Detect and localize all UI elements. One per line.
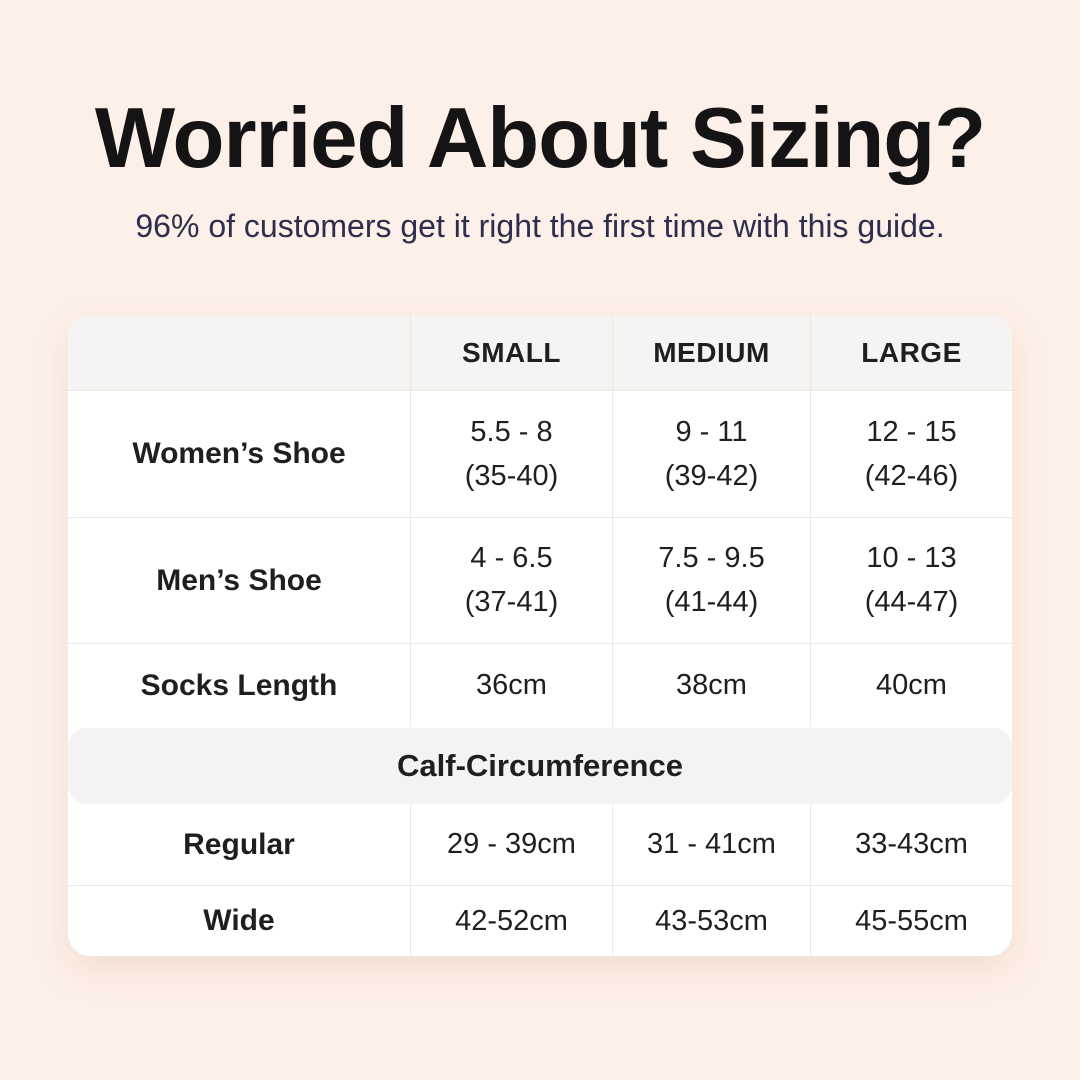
table-row-womens-shoe: Women’s Shoe 5.5 - 8 (35-40) 9 - 11 (39-… (68, 390, 1012, 517)
row-label: Women’s Shoe (132, 437, 346, 470)
header-cell-small: SMALL (410, 315, 612, 390)
table-cell: 9 - 11 (39-42) (612, 391, 810, 517)
cell-value: 45-55cm (855, 904, 968, 937)
cell-value: 40cm (876, 669, 947, 702)
row-label: Men’s Shoe (156, 563, 322, 597)
row-label: Wide (203, 904, 275, 937)
table-cell: 43-53cm (612, 886, 810, 956)
table-cell: 31 - 41cm (612, 804, 810, 885)
cell-value: 12 - 15 (866, 415, 957, 448)
table-cell: 40cm (810, 644, 1012, 727)
table-cell: 38cm (612, 644, 810, 727)
table-cell: 12 - 15 (42-46) (810, 391, 1012, 517)
table-row-wide: Wide 42-52cm 43-53cm 45-55cm (68, 885, 1012, 956)
cell-value: 38cm (676, 669, 747, 702)
cell-value: 9 - 11 (675, 415, 748, 448)
page-title: Worried About Sizing? (94, 91, 986, 186)
row-label: Socks Length (140, 668, 338, 702)
table-cell: 5.5 - 8 (35-40) (410, 391, 612, 517)
table-cell: 29 - 39cm (410, 804, 612, 885)
cell-value: 42-52cm (455, 904, 568, 937)
table-cell: 4 - 6.5 (37-41) (410, 518, 612, 643)
table-row-regular: Regular 29 - 39cm 31 - 41cm 33-43cm (68, 804, 1012, 885)
cell-value: 5.5 - 8 (470, 415, 553, 448)
cell-value: 33-43cm (855, 828, 968, 861)
cell-value: 29 - 39cm (447, 828, 576, 861)
table-cell: 45-55cm (810, 886, 1012, 956)
size-table: SMALL MEDIUM LARGE Women’s Shoe 5.5 - 8 … (68, 315, 1012, 956)
cell-value-eu: (39-42) (664, 459, 759, 492)
header-cell-empty (68, 315, 410, 390)
cell-value-eu: (35-40) (464, 459, 559, 492)
page-subtitle: 96% of customers get it right the first … (135, 208, 945, 244)
cell-value: 36cm (476, 669, 547, 702)
table-header-row: SMALL MEDIUM LARGE (68, 315, 1012, 390)
cell-value-eu: (41-44) (664, 586, 759, 618)
row-label: Regular (183, 827, 295, 861)
table-cell: 36cm (410, 644, 612, 727)
cell-value: 4 - 6.5 (470, 542, 553, 575)
table-row-socks-length: Socks Length 36cm 38cm 40cm (68, 643, 1012, 727)
table-cell: 10 - 13 (44-47) (810, 518, 1012, 643)
cell-value: 7.5 - 9.5 (658, 542, 765, 575)
cell-value-eu: (37-41) (464, 586, 559, 618)
table-cell: 33-43cm (810, 804, 1012, 885)
cell-value: 43-53cm (655, 904, 768, 937)
calf-circumference-section-header: Calf-Circumference (68, 728, 1012, 804)
cell-value: 31 - 41cm (647, 828, 776, 861)
cell-value-eu: (42-46) (864, 459, 959, 492)
table-cell: 7.5 - 9.5 (41-44) (612, 518, 810, 643)
header-cell-large: LARGE (810, 315, 1012, 390)
table-cell: 42-52cm (410, 886, 612, 956)
cell-value-eu: (44-47) (864, 586, 959, 618)
header-cell-medium: MEDIUM (612, 315, 810, 390)
cell-value: 10 - 13 (866, 542, 957, 575)
table-row-mens-shoe: Men’s Shoe 4 - 6.5 (37-41) 7.5 - 9.5 (41… (68, 517, 1012, 643)
